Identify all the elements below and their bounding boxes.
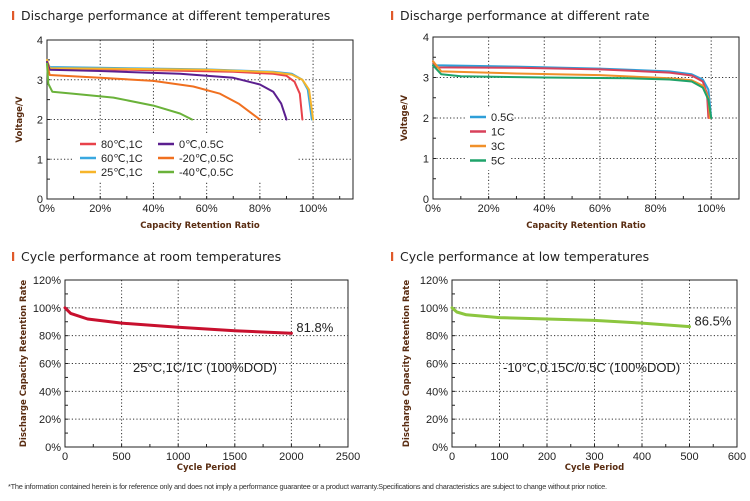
y-tick-label: 0% bbox=[432, 442, 448, 454]
series-line-0.5C bbox=[432, 60, 713, 119]
chart-3: Cycle performance at room temperatures 0 5… bbox=[12, 249, 360, 473]
x-axis-label: Cycle Period bbox=[177, 463, 236, 473]
legend-label: 0.5C bbox=[491, 112, 514, 124]
legend-label: -40℃,0.5C bbox=[179, 167, 234, 179]
y-tick-label: 2 bbox=[423, 113, 429, 125]
x-tick-label: 400 bbox=[633, 451, 651, 463]
y-axis-label: Voltage/V bbox=[15, 96, 25, 143]
x-tick-label: 500 bbox=[680, 451, 698, 463]
condition-annotation: 25°C,1C/1C (100%DOD) bbox=[133, 360, 277, 375]
x-tick-label: 2500 bbox=[336, 451, 360, 463]
x-tick-label: 0 bbox=[449, 451, 455, 463]
legend-label: 5C bbox=[491, 156, 505, 168]
chart-title: Cycle performance at room temperatures bbox=[21, 249, 281, 264]
legend-label: 25℃,1C bbox=[101, 167, 143, 179]
y-axis-label: Discharge Capacity Retention Rate bbox=[402, 280, 412, 448]
x-tick-label: 40% bbox=[142, 203, 164, 215]
condition-annotation: -10°C,0.15C/0.5C (100%DOD) bbox=[503, 360, 680, 375]
y-tick-label: 100% bbox=[420, 303, 448, 315]
x-tick-label: 20% bbox=[478, 203, 500, 215]
series-line--40℃,0.5C bbox=[46, 62, 193, 121]
legend-label: 60℃,1C bbox=[101, 153, 143, 165]
x-tick-label: 1500 bbox=[223, 451, 247, 463]
chart-title: Cycle performance at low temperatures bbox=[400, 249, 649, 264]
y-tick-label: 20% bbox=[426, 414, 448, 426]
chart-title: Discharge performance at different tempe… bbox=[21, 8, 330, 23]
y-tick-label: 4 bbox=[37, 35, 43, 47]
chart-1: Discharge performance at different tempe… bbox=[12, 8, 354, 231]
y-tick-label: 80% bbox=[39, 331, 61, 343]
y-tick-label: 0 bbox=[423, 194, 429, 206]
series-line-25℃,1C bbox=[46, 58, 315, 121]
y-tick-label: 100% bbox=[33, 303, 61, 315]
x-tick-label: 1000 bbox=[166, 451, 190, 463]
x-tick-label: 80% bbox=[249, 203, 271, 215]
x-tick-label: 60% bbox=[589, 203, 611, 215]
legend-label: 0℃,0.5C bbox=[179, 139, 224, 151]
x-tick-label: 60% bbox=[196, 203, 218, 215]
series-line-5C bbox=[432, 64, 713, 119]
y-tick-label: 60% bbox=[39, 359, 61, 371]
y-axis-label: Voltage/V bbox=[400, 94, 410, 141]
y-tick-label: 60% bbox=[426, 359, 448, 371]
series-line bbox=[450, 306, 691, 329]
x-tick-label: 600 bbox=[728, 451, 746, 463]
y-axis-label: Discharge Capacity Retention Rate bbox=[19, 280, 29, 448]
chart-4: Cycle performance at low temperatures 0 10… bbox=[391, 249, 746, 473]
legend-label: 3C bbox=[491, 141, 505, 153]
legend-label: -20℃,0.5C bbox=[179, 153, 234, 165]
y-tick-label: 20% bbox=[39, 414, 61, 426]
x-tick-label: 40% bbox=[533, 203, 555, 215]
title-marker bbox=[12, 252, 15, 261]
x-tick-label: 0% bbox=[39, 203, 55, 215]
y-tick-label: 40% bbox=[426, 386, 448, 398]
disclaimer-footer: *The information contained herein is for… bbox=[8, 482, 607, 491]
y-tick-label: 3 bbox=[423, 73, 429, 85]
x-tick-label: 100 bbox=[490, 451, 508, 463]
y-tick-label: 120% bbox=[33, 275, 61, 287]
y-tick-label: 0 bbox=[37, 194, 43, 206]
y-tick-label: 80% bbox=[426, 331, 448, 343]
end-value-label: 81.8% bbox=[296, 320, 333, 335]
x-tick-label: 2000 bbox=[279, 451, 303, 463]
chart-title: Discharge performance at different rate bbox=[400, 8, 650, 23]
y-tick-label: 0% bbox=[45, 442, 61, 454]
x-axis-label: Capacity Retention Ratio bbox=[526, 221, 646, 231]
y-tick-label: 4 bbox=[423, 32, 429, 44]
y-tick-label: 2 bbox=[37, 115, 43, 127]
x-tick-label: 100% bbox=[299, 203, 327, 215]
y-tick-label: 1 bbox=[423, 154, 429, 166]
x-tick-label: 100% bbox=[697, 203, 725, 215]
y-tick-label: 120% bbox=[420, 275, 448, 287]
series-line bbox=[63, 306, 293, 335]
x-tick-label: 20% bbox=[89, 203, 111, 215]
x-tick-label: 0 bbox=[62, 451, 68, 463]
x-axis-label: Capacity Retention Ratio bbox=[140, 221, 260, 231]
y-tick-label: 1 bbox=[37, 154, 43, 166]
end-value-label: 86.5% bbox=[695, 314, 732, 329]
y-tick-label: 40% bbox=[39, 386, 61, 398]
x-tick-label: 300 bbox=[585, 451, 603, 463]
series-line-0℃,0.5C bbox=[46, 60, 288, 121]
x-tick-label: 80% bbox=[645, 203, 667, 215]
x-tick-label: 0% bbox=[425, 203, 441, 215]
legend-label: 80℃,1C bbox=[101, 139, 143, 151]
legend-background bbox=[72, 133, 297, 181]
series-line--20℃,0.5C bbox=[46, 62, 261, 121]
x-axis-label: Cycle Period bbox=[565, 463, 624, 473]
title-marker bbox=[391, 252, 394, 261]
x-tick-label: 500 bbox=[112, 451, 130, 463]
title-marker bbox=[391, 11, 394, 20]
chart-2: Discharge performance at different rate 0… bbox=[391, 8, 740, 231]
title-marker bbox=[12, 11, 15, 20]
x-tick-label: 200 bbox=[538, 451, 556, 463]
legend-label: 1C bbox=[491, 127, 505, 139]
y-tick-label: 3 bbox=[37, 75, 43, 87]
